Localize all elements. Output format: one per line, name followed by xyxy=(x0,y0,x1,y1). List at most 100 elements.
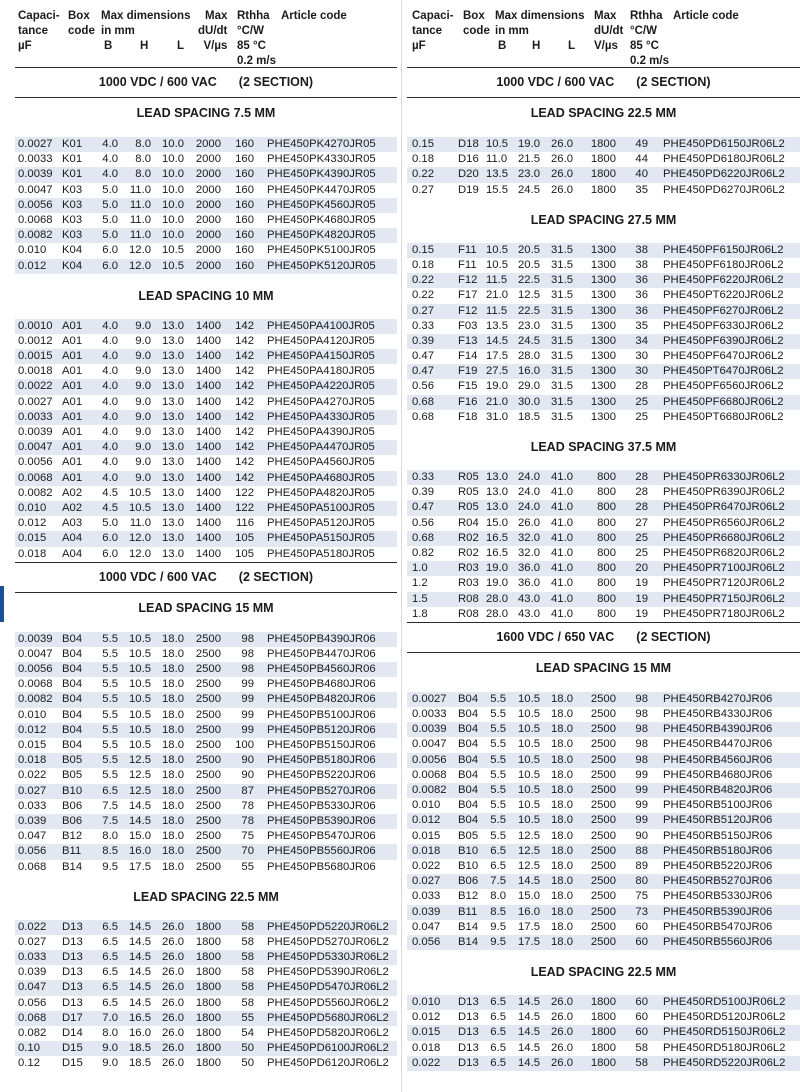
box-code-cell: F15 xyxy=(458,380,478,393)
table-row: 0.0047 B04 5.5 10.5 18.0 2500 98 PHE450PB4470JR… xyxy=(15,647,397,662)
dim-b-cell: 15.0 xyxy=(486,516,508,529)
rthha-cell: 160 xyxy=(235,153,254,166)
dudt-cell: 1400 xyxy=(195,532,221,545)
capacitance-cell: 0.012 xyxy=(412,814,441,827)
dudt-cell: 1300 xyxy=(590,289,616,302)
rthha-cell: 50 xyxy=(241,1042,254,1055)
box-code-cell: D19 xyxy=(458,183,479,196)
box-code-cell: B12 xyxy=(62,830,83,843)
article-code-cell: PHE450RD5180JR06L2 xyxy=(663,1041,786,1054)
dim-h-cell: 10.5 xyxy=(129,632,151,645)
dudt-cell: 1400 xyxy=(195,380,221,393)
table-row: 0.012 K04 6.0 12.0 10.5 2000 160 PHE450PK5120JR… xyxy=(15,258,397,274)
rthha-cell: 36 xyxy=(635,304,648,317)
article-code-cell: PHE450PB4680JR06 xyxy=(267,678,376,691)
article-code-cell: PHE450PD6180JR06L2 xyxy=(663,153,785,166)
article-code-cell: PHE450RB4560JR06 xyxy=(663,753,773,766)
dim-b-cell: 4.0 xyxy=(102,319,118,332)
table-row: 0.56 F15 19.0 29.0 31.5 1300 28 PHE450PF6560JR0… xyxy=(407,379,800,394)
dudt-cell: 1300 xyxy=(590,365,616,378)
capacitance-cell: 0.0039 xyxy=(18,426,53,438)
dudt-cell: 800 xyxy=(597,607,616,620)
rthha-cell: 98 xyxy=(635,738,648,751)
dim-h-cell: 10.5 xyxy=(129,723,151,736)
box-code-cell: R05 xyxy=(458,486,479,499)
capacitance-cell: 0.0056 xyxy=(18,663,53,676)
box-code-cell: D13 xyxy=(62,935,83,948)
box-code-cell: A04 xyxy=(62,547,83,560)
dim-h-cell: 11.0 xyxy=(129,183,151,196)
dim-l-cell: 13.0 xyxy=(162,547,184,560)
header-dim-b: B xyxy=(104,40,113,52)
dim-h-cell: 10.5 xyxy=(129,678,151,691)
box-code-cell: B10 xyxy=(458,844,479,857)
box-code-cell: B04 xyxy=(458,799,479,812)
box-code-cell: D14 xyxy=(62,1027,83,1039)
dim-b-cell: 8.0 xyxy=(102,1027,118,1039)
dim-b-cell: 13.0 xyxy=(486,486,508,499)
dim-b-cell: 5.5 xyxy=(490,784,506,796)
rthha-cell: 28 xyxy=(635,471,648,483)
dudt-cell: 2500 xyxy=(195,632,221,645)
rthha-cell: 70 xyxy=(241,845,254,858)
dim-b-cell: 5.5 xyxy=(490,814,506,827)
dudt-cell: 2500 xyxy=(590,875,616,888)
dim-h-cell: 10.5 xyxy=(518,814,540,827)
dim-b-cell: 19.0 xyxy=(486,562,508,575)
rthha-cell: 122 xyxy=(235,486,254,499)
capacitance-cell: 0.47 xyxy=(412,350,434,363)
dim-h-cell: 14.5 xyxy=(129,799,151,812)
article-code-cell: PHE450PB5180JR06 xyxy=(267,754,376,767)
dudt-cell: 1800 xyxy=(195,996,221,1009)
article-code-cell: PHE450PF6180JR06L2 xyxy=(663,258,784,271)
section-rule xyxy=(15,561,397,563)
dim-h-cell: 16.0 xyxy=(518,905,540,918)
dim-h-cell: 9.0 xyxy=(135,456,151,469)
table-row: 0.015 B05 5.5 12.5 18.0 2500 90 PHE450RB5150JR0… xyxy=(407,829,800,844)
dim-l-cell: 26.0 xyxy=(551,1011,573,1024)
table-row: 0.022 B10 6.5 12.5 18.0 2500 89 PHE450RB5220JR0… xyxy=(407,859,800,874)
article-code-cell: PHE450PD6100JR06L2 xyxy=(267,1042,389,1055)
dim-b-cell: 5.5 xyxy=(490,753,506,766)
dudt-cell: 2500 xyxy=(590,784,616,796)
capacitance-cell: 0.018 xyxy=(412,1041,441,1054)
rthha-cell: 44 xyxy=(635,153,648,166)
capacitance-cell: 0.012 xyxy=(18,259,47,272)
box-code-cell: B04 xyxy=(62,723,83,736)
dim-l-cell: 26.0 xyxy=(162,1027,184,1039)
dim-l-cell: 31.5 xyxy=(551,365,573,378)
table-row: 0.68 F18 31.0 18.5 31.5 1300 25 PHE450PT6680JR0… xyxy=(407,410,800,425)
capacitance-cell: 0.015 xyxy=(412,829,441,842)
rthha-cell: 19 xyxy=(635,592,648,605)
dim-h-cell: 14.5 xyxy=(518,1026,540,1039)
capacitance-cell: 0.047 xyxy=(412,920,441,933)
table-row: 0.68 R02 16.5 32.0 41.0 800 25 PHE450PR6680JR06… xyxy=(407,530,800,546)
article-code-cell: PHE450RB5150JR06 xyxy=(663,829,773,842)
dim-l-cell: 31.5 xyxy=(551,410,573,423)
dim-b-cell: 5.5 xyxy=(102,678,118,691)
capacitance-cell: 0.0015 xyxy=(18,350,53,363)
capacitance-cell: 0.082 xyxy=(18,1027,47,1039)
article-code-cell: PHE450PF6390JR06L2 xyxy=(663,334,784,347)
dim-h-cell: 12.5 xyxy=(129,754,151,767)
dim-b-cell: 13.5 xyxy=(486,319,508,332)
dim-b-cell: 28.0 xyxy=(486,592,508,605)
table-row: 0.33 F03 13.5 23.0 31.5 1300 35 PHE450PF6330JR0… xyxy=(407,319,800,334)
article-code-cell: PHE450PD5390JR06L2 xyxy=(267,966,389,979)
capacitance-cell: 0.018 xyxy=(18,547,47,560)
dim-h-cell: 14.5 xyxy=(129,814,151,827)
box-code-cell: R03 xyxy=(458,577,479,590)
header-dim-l: L xyxy=(177,40,185,52)
dim-b-cell: 13.0 xyxy=(486,471,508,483)
table-row: 0.082 D14 8.0 16.0 26.0 1800 54 PHE450PD5820JR0… xyxy=(15,1026,397,1041)
capacitance-cell: 0.015 xyxy=(412,1026,441,1039)
dudt-cell: 1800 xyxy=(590,138,616,150)
rthha-cell: 54 xyxy=(241,1027,254,1039)
table-row: 0.015 A04 6.0 12.0 13.0 1400 105 PHE450PA5150JR… xyxy=(15,531,397,547)
box-code-cell: B04 xyxy=(458,753,479,766)
dim-l-cell: 18.0 xyxy=(551,784,573,796)
article-code-cell: PHE450PD5270JR06L2 xyxy=(267,935,389,948)
dim-b-cell: 10.5 xyxy=(486,138,508,150)
rthha-cell: 160 xyxy=(235,213,254,226)
dim-b-cell: 6.5 xyxy=(490,1041,506,1054)
